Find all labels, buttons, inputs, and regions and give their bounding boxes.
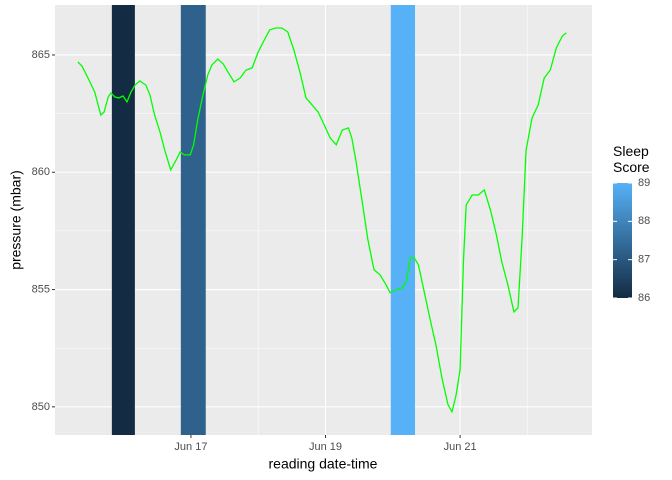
- colorbar-label: 87: [638, 254, 650, 266]
- sleep-band: [111, 5, 135, 435]
- sleep-band: [180, 5, 206, 435]
- panel: [55, 5, 592, 435]
- y-tick-label: 860: [32, 166, 50, 178]
- y-tick-label: 850: [32, 401, 50, 413]
- y-tick-label: 855: [32, 283, 50, 295]
- colorbar-label: 89: [638, 177, 650, 189]
- legend-title: Sleep Score: [613, 143, 650, 175]
- x-axis-title: reading date-time: [269, 456, 378, 472]
- y-axis-title: pressure (mbar): [8, 170, 24, 270]
- y-tick-label: 865: [32, 49, 50, 61]
- x-tick-label: Jun 19: [309, 441, 342, 453]
- colorbar-label: 88: [638, 215, 650, 227]
- sleep-band: [390, 5, 416, 435]
- colorbar-label: 86: [638, 292, 650, 304]
- x-tick-label: Jun 17: [174, 441, 207, 453]
- x-tick-label: Jun 21: [444, 441, 477, 453]
- colorbar: [613, 183, 632, 298]
- pressure-line: [77, 27, 567, 414]
